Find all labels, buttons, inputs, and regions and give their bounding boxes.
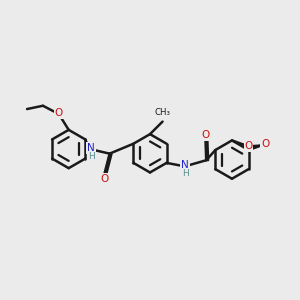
Text: N: N <box>87 143 95 153</box>
Text: CH₃: CH₃ <box>155 108 171 117</box>
Text: H: H <box>182 169 188 178</box>
Text: O: O <box>244 141 253 152</box>
Text: O: O <box>55 108 63 118</box>
Text: O: O <box>201 130 210 140</box>
Text: H: H <box>88 152 94 161</box>
Text: O: O <box>100 174 109 184</box>
Text: O: O <box>261 139 269 149</box>
Text: N: N <box>181 160 189 170</box>
